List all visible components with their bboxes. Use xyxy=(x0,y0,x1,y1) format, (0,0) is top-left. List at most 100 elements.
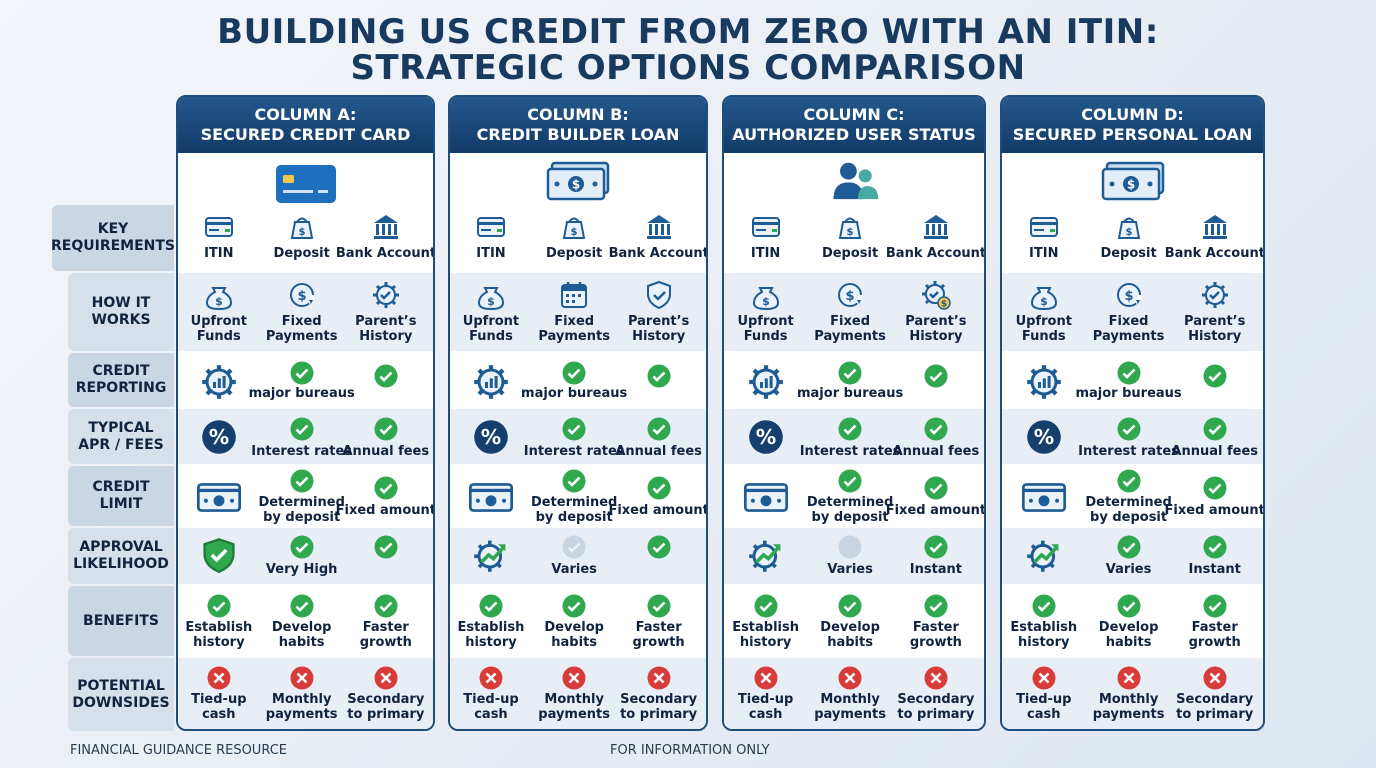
how-label-line2: History xyxy=(1188,329,1242,344)
how-label-wrap: Upfront Funds xyxy=(178,314,262,344)
benefit-label-line1: Develop xyxy=(820,620,880,635)
benefit-label-wrap: Develop habits xyxy=(257,620,347,650)
benefit-label-wrap: Develop habits xyxy=(1084,620,1174,650)
reporting-check: major bureaus xyxy=(247,361,357,401)
approval-item: Very High xyxy=(257,535,347,577)
check-icon xyxy=(838,469,862,493)
apr-label: Interest rates xyxy=(799,444,901,459)
requirement-item: Bank Account xyxy=(609,212,706,261)
how-item: $ Fixed Payments xyxy=(1086,280,1172,344)
reporting-icon-cell xyxy=(461,364,521,400)
how-label-wrap: Fixed Payments xyxy=(1086,314,1172,344)
check-icon xyxy=(374,535,398,559)
check-icon xyxy=(374,417,398,441)
benefit-label-line1: Establish xyxy=(732,620,800,635)
downside-label-line2: payments xyxy=(814,707,886,722)
gear-trend-icon xyxy=(474,540,506,572)
check-icon xyxy=(207,594,231,618)
column-header: COLUMN C: AUTHORIZED USER STATUS xyxy=(724,97,984,153)
dollar-cycle-icon: $ xyxy=(289,283,315,307)
reporting-icon-cell xyxy=(189,364,249,400)
benefit-label-wrap: Faster growth xyxy=(1170,620,1260,650)
row-label-line1: KEY xyxy=(97,221,129,237)
status-dot-icon xyxy=(838,535,862,559)
benefit-item: Faster growth xyxy=(891,594,981,650)
percent-icon: % xyxy=(748,420,783,454)
benefit-label-wrap: Establish history xyxy=(1002,620,1089,650)
benefit-label-wrap: Establish history xyxy=(178,620,264,650)
reporting-label-wrap: major bureaus xyxy=(795,386,905,401)
dollar-cycle-icon: $ xyxy=(1116,283,1142,307)
limit-item: Determined by deposit xyxy=(252,469,352,525)
benefit-label-wrap: Faster growth xyxy=(341,620,431,650)
row-label: BENEFITS xyxy=(68,586,174,656)
downside-item: Secondary to primary xyxy=(341,666,431,722)
column-header-title: SECURED PERSONAL LOAN xyxy=(1012,125,1253,144)
row-label-text: BENEFITS xyxy=(83,613,159,630)
reporting-label: major bureaus xyxy=(796,386,904,401)
cross-icon xyxy=(1203,666,1227,690)
check-icon xyxy=(647,364,671,388)
how-label-line1: Upfront xyxy=(190,314,247,329)
limit-icon-cell xyxy=(736,479,796,516)
downside-label-line1: Secondary xyxy=(347,692,425,707)
svg-text:%: % xyxy=(209,425,229,449)
approval-item xyxy=(341,535,431,559)
svg-text:$: $ xyxy=(571,227,578,238)
benefit-item: Establish history xyxy=(178,594,264,650)
dollar-cycle-icon: $ xyxy=(838,283,863,307)
card-small-icon xyxy=(204,217,233,237)
reporting-icon-cell xyxy=(1014,364,1074,400)
downside-item: Tied-up cash xyxy=(178,666,264,722)
requirement-item: Bank Account xyxy=(886,212,984,261)
benefit-item: Faster growth xyxy=(1170,594,1260,650)
row-label-line2: REPORTING xyxy=(75,380,167,396)
cross-icon xyxy=(647,666,671,690)
apr-label: Annual fees xyxy=(892,444,980,459)
check-icon xyxy=(924,476,948,500)
check-icon xyxy=(647,476,671,500)
requirement-item: ITIN xyxy=(1004,212,1084,261)
limit-icon-cell xyxy=(189,479,249,516)
downside-label-line1: Secondary xyxy=(620,692,698,707)
card-small-icon xyxy=(751,217,780,237)
requirement-label: Deposit xyxy=(821,246,879,261)
requirement-label: ITIN xyxy=(476,246,506,261)
row-label-line1: CREDIT xyxy=(92,363,150,379)
apr-item: Interest rates xyxy=(519,417,629,459)
check-icon xyxy=(374,476,398,500)
downside-label-line1: Monthly xyxy=(271,692,332,707)
limit-card-icon xyxy=(743,483,788,512)
requirement-label-wrap: Bank Account xyxy=(886,246,984,261)
downside-item: Monthly payments xyxy=(257,666,347,722)
svg-text:%: % xyxy=(481,425,501,449)
row-label: TYPICAL APR / FEES xyxy=(68,409,174,464)
limit-label-line1: Determined xyxy=(258,495,345,510)
downside-label-line1: Monthly xyxy=(544,692,604,707)
title-line-2: STRATEGIC OPTIONS COMPARISON xyxy=(350,48,1026,88)
check-icon xyxy=(924,364,948,388)
benefit-label-line1: Develop xyxy=(544,620,604,635)
benefit-label-line2: habits xyxy=(1105,635,1152,650)
calendar-icon xyxy=(561,282,588,308)
reporting-label-wrap: major bureaus xyxy=(519,386,629,401)
cross-icon xyxy=(562,666,586,690)
downside-label-wrap: Tied-up cash xyxy=(450,692,536,722)
row-label-text: HOW IT WORKS xyxy=(91,295,150,329)
row-label-line2: LIKELIHOOD xyxy=(73,556,169,572)
apr-label-wrap: Annual fees xyxy=(604,444,706,459)
benefit-item: Develop habits xyxy=(805,594,895,650)
limit-card-icon xyxy=(1021,483,1066,512)
column-header-title: SECURED CREDIT CARD xyxy=(200,125,411,144)
bank-icon xyxy=(1202,215,1227,239)
limit-label: Fixed amount xyxy=(608,503,708,518)
how-label-line2: Funds xyxy=(469,329,513,344)
cross-icon xyxy=(1117,666,1141,690)
limit-icon-cell xyxy=(461,479,521,516)
how-label-line1: Fixed xyxy=(1108,314,1149,329)
downside-label-line2: payments xyxy=(1092,707,1165,722)
gear-trend-icon xyxy=(748,540,781,572)
downside-label-wrap: Monthly payments xyxy=(529,692,619,722)
reporting-check-2 xyxy=(356,364,416,388)
apr-label: Annual fees xyxy=(1171,444,1258,459)
